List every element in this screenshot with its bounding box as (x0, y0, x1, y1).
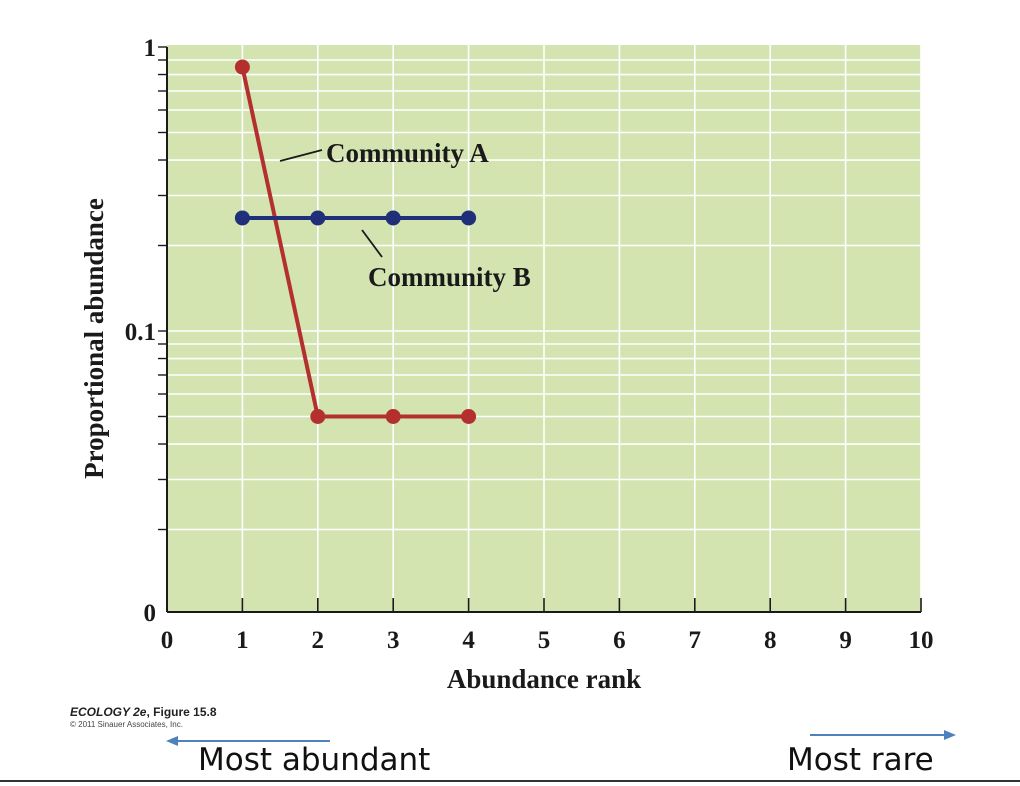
x-tick-label: 7 (689, 627, 702, 654)
series-line-community-a (240, 66, 469, 419)
credit-copyright: © 2011 Sinauer Associates, Inc. (70, 720, 183, 729)
x-tick-label: 3 (387, 627, 400, 654)
data-point-community-b (461, 210, 477, 226)
data-point-community-b (385, 210, 401, 226)
most-abundant-note: Most abundant (198, 742, 431, 778)
data-point-community-a (310, 408, 326, 424)
tick-marks (158, 46, 922, 612)
series-annotations: Community A Community B (279, 138, 531, 292)
x-tick-label: 4 (462, 627, 475, 654)
bottom-rule (0, 780, 1020, 782)
data-point-community-a (461, 408, 477, 424)
series-label-community-a: Community A (326, 138, 489, 168)
y-axis-title: Proportional abundance (79, 198, 109, 479)
rank-direction-arrows (166, 730, 956, 746)
leader-line-community-b (361, 229, 383, 258)
data-point-community-b (310, 210, 326, 226)
tick-labels: 0 1 2 3 4 5 6 7 8 9 10 1 0.1 0 (125, 35, 934, 654)
data-point-community-a (385, 408, 401, 424)
data-point-community-a (234, 59, 250, 75)
credit-book-title: ECOLOGY 2e (70, 705, 147, 719)
figure-credit: ECOLOGY 2e, Figure 15.8 (70, 705, 217, 719)
series-layer (234, 59, 477, 424)
x-tick-label: 0 (161, 627, 174, 654)
x-tick-label: 10 (909, 627, 934, 654)
x-tick-label: 1 (236, 627, 249, 654)
x-tick-label: 5 (538, 627, 551, 654)
gridlines (167, 45, 922, 612)
series-label-community-b: Community B (368, 262, 531, 292)
y-tick-label: 0 (144, 600, 157, 627)
x-tick-label: 2 (312, 627, 325, 654)
credit-figure-number: , Figure 15.8 (146, 705, 217, 719)
most-rare-note: Most rare (787, 742, 934, 778)
x-axis-title: Abundance rank (447, 664, 641, 694)
data-point-community-b (234, 210, 250, 226)
x-tick-label: 8 (764, 627, 777, 654)
y-tick-label: 1 (144, 35, 157, 62)
x-tick-label: 9 (839, 627, 852, 654)
arrow-left-head (166, 736, 178, 746)
y-tick-label: 0.1 (125, 319, 156, 346)
x-tick-label: 6 (613, 627, 626, 654)
leader-line-community-a (279, 149, 323, 162)
arrow-right-head (944, 730, 956, 740)
